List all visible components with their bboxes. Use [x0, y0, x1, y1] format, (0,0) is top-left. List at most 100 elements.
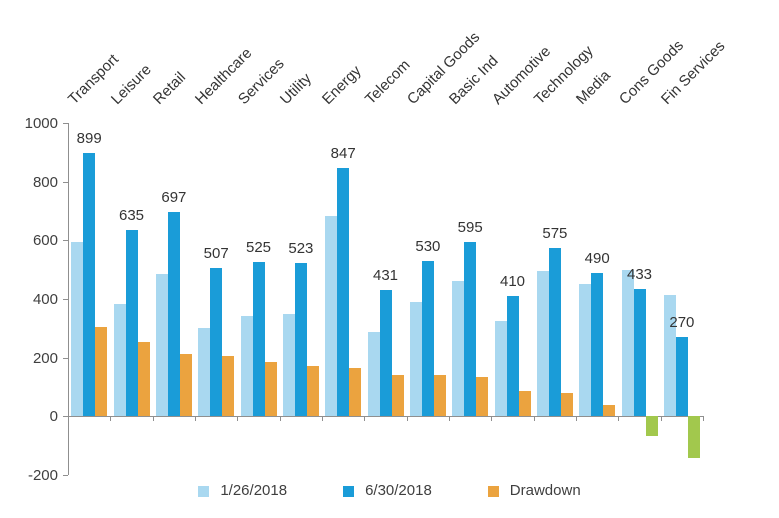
- y-axis-line: [68, 123, 69, 475]
- bar-1-26-2018: [198, 327, 211, 417]
- data-label: 530: [415, 237, 441, 255]
- x-axis-line: [68, 416, 703, 417]
- bar-drawdown: [476, 377, 489, 417]
- bar-6-30-2018: [379, 289, 392, 417]
- x-axis-tick: [364, 416, 365, 421]
- x-axis-tick: [322, 416, 323, 421]
- data-label: 270: [669, 314, 695, 331]
- category-label-media: Media: [573, 67, 615, 108]
- bar-6-30-2018: [421, 260, 434, 417]
- data-label: 410: [499, 273, 526, 290]
- y-axis-tick-label: 200: [32, 350, 58, 367]
- bar-drawdown: [179, 354, 192, 417]
- legend-label: 6/30/2018: [365, 482, 432, 499]
- bar-1-26-2018: [579, 284, 592, 417]
- category-label-retail: Retail: [149, 68, 189, 108]
- data-label: 899: [76, 129, 102, 147]
- x-axis-tick: [407, 416, 408, 421]
- x-axis-tick: [576, 416, 577, 421]
- y-axis-tick: [63, 299, 68, 300]
- bar-1-26-2018: [452, 280, 465, 417]
- bar-6-30-2018: [337, 167, 350, 417]
- y-axis-tick: [63, 123, 68, 124]
- x-axis-tick: [195, 416, 196, 421]
- data-label: 697: [161, 188, 187, 206]
- x-axis-tick: [237, 416, 238, 421]
- x-axis-tick: [703, 416, 704, 421]
- bar-1-26-2018: [282, 313, 295, 417]
- bar-drawdown: [349, 368, 362, 417]
- legend-item-series-3: Drawdown: [487, 482, 581, 499]
- bar-1-26-2018: [155, 273, 168, 417]
- x-axis-tick: [280, 416, 281, 421]
- bar-1-26-2018: [240, 316, 253, 417]
- bar-drawdown: [264, 362, 277, 417]
- data-label: 507: [203, 244, 229, 262]
- y-axis-tick-label: 400: [32, 291, 58, 308]
- data-label: 433: [626, 266, 653, 284]
- bar-6-30-2018: [252, 262, 265, 417]
- data-label: 635: [118, 207, 145, 224]
- x-axis-tick: [534, 416, 535, 421]
- y-axis-tick: [63, 240, 68, 241]
- bar-1-26-2018: [325, 215, 338, 417]
- bar-6-30-2018: [294, 262, 307, 417]
- y-axis-tick-label: -200: [27, 467, 58, 484]
- data-label: 525: [245, 239, 272, 257]
- category-label-energy: Energy: [319, 62, 365, 108]
- bar-6-30-2018: [548, 247, 561, 417]
- legend-swatch-dark-blue: [343, 485, 355, 497]
- y-axis-tick-label: 600: [32, 232, 58, 249]
- legend-swatch-orange: [487, 485, 499, 497]
- y-axis-tick: [63, 182, 68, 183]
- legend-label: 1/26/2018: [220, 482, 288, 499]
- data-label: 523: [288, 239, 314, 257]
- bar-1-26-2018: [663, 295, 676, 417]
- y-axis-tick-label: 800: [32, 174, 58, 191]
- bar-drawdown: [137, 342, 150, 417]
- data-label: 595: [457, 218, 483, 236]
- x-axis-tick: [618, 416, 619, 421]
- data-label: 431: [372, 266, 399, 284]
- bar-drawdown: [645, 416, 658, 436]
- category-label-utility: Utility: [276, 70, 315, 108]
- bar-drawdown: [433, 375, 446, 417]
- legend-swatch-light-blue: [198, 485, 210, 497]
- y-axis-tick: [63, 416, 68, 417]
- legend-item-series-2: 6/30/2018: [343, 483, 432, 499]
- x-axis-tick: [491, 416, 492, 421]
- bar-drawdown: [306, 365, 319, 417]
- bar-6-30-2018: [210, 267, 223, 417]
- x-axis-tick: [153, 416, 154, 421]
- category-label-telecom: Telecom: [361, 56, 413, 108]
- bar-drawdown: [518, 391, 531, 417]
- bar-6-30-2018: [633, 289, 646, 417]
- y-axis-tick-label: 1000: [24, 115, 58, 132]
- chart-legend: 1/26/2018 6/30/2018 Drawdown: [0, 483, 779, 499]
- bar-6-30-2018: [506, 296, 519, 417]
- bar-drawdown: [222, 355, 235, 417]
- data-label: 575: [542, 224, 568, 242]
- bar-6-30-2018: [675, 337, 688, 417]
- bar-drawdown: [560, 392, 573, 417]
- bar-1-26-2018: [71, 241, 84, 417]
- data-label: 847: [330, 144, 356, 162]
- data-label: 490: [584, 249, 610, 267]
- y-axis-tick-label: 0: [49, 408, 58, 425]
- legend-label: Drawdown: [509, 482, 581, 499]
- bar-1-26-2018: [409, 301, 422, 417]
- category-label-capital-goods: Capital Goods: [403, 28, 484, 109]
- y-axis-tick: [63, 358, 68, 359]
- bar-1-26-2018: [494, 321, 507, 417]
- x-axis-tick: [110, 416, 111, 421]
- bar-drawdown: [95, 327, 108, 417]
- bar-1-26-2018: [536, 271, 549, 417]
- bar-6-30-2018: [591, 272, 604, 417]
- bar-1-26-2018: [621, 269, 634, 417]
- bar-6-30-2018: [125, 230, 138, 417]
- bar-drawdown: [603, 404, 616, 417]
- y-axis-tick: [63, 475, 68, 476]
- bar-6-30-2018: [83, 152, 96, 417]
- x-axis-tick: [68, 416, 69, 421]
